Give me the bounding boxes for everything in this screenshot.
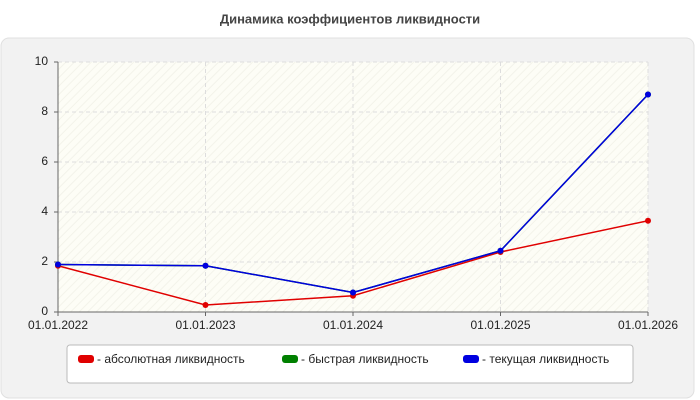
y-tick-label: 2 [41, 254, 48, 268]
x-tick-label: 01.01.2024 [323, 318, 383, 332]
x-tick-label: 01.01.2022 [28, 318, 88, 332]
data-point [350, 289, 356, 296]
data-point [645, 91, 651, 98]
legend-swatch [282, 355, 298, 363]
data-point [497, 247, 504, 254]
chart-title: Динамика коэффициентов ликвидности [220, 11, 480, 26]
data-point [202, 262, 209, 269]
x-tick-label: 01.01.2026 [618, 318, 678, 332]
x-tick-label: 01.01.2025 [470, 318, 530, 332]
data-point [202, 302, 209, 308]
y-tick-label: 4 [41, 204, 48, 218]
legend-swatch [463, 355, 479, 363]
legend-label: - текущая ликвидность [482, 352, 609, 366]
data-point [645, 217, 651, 224]
legend-label: - быстрая ликвидность [301, 352, 429, 366]
y-tick-label: 8 [41, 104, 48, 118]
data-point [55, 261, 61, 268]
legend-swatch [78, 355, 94, 363]
x-tick-label: 01.01.2023 [175, 318, 235, 332]
legend-label: - абсолютная ликвидность [97, 352, 245, 366]
y-tick-label: 0 [41, 304, 48, 318]
y-tick-label: 10 [35, 54, 49, 68]
plot-area [58, 62, 648, 312]
y-tick-label: 6 [41, 154, 48, 168]
legend [66, 344, 634, 384]
